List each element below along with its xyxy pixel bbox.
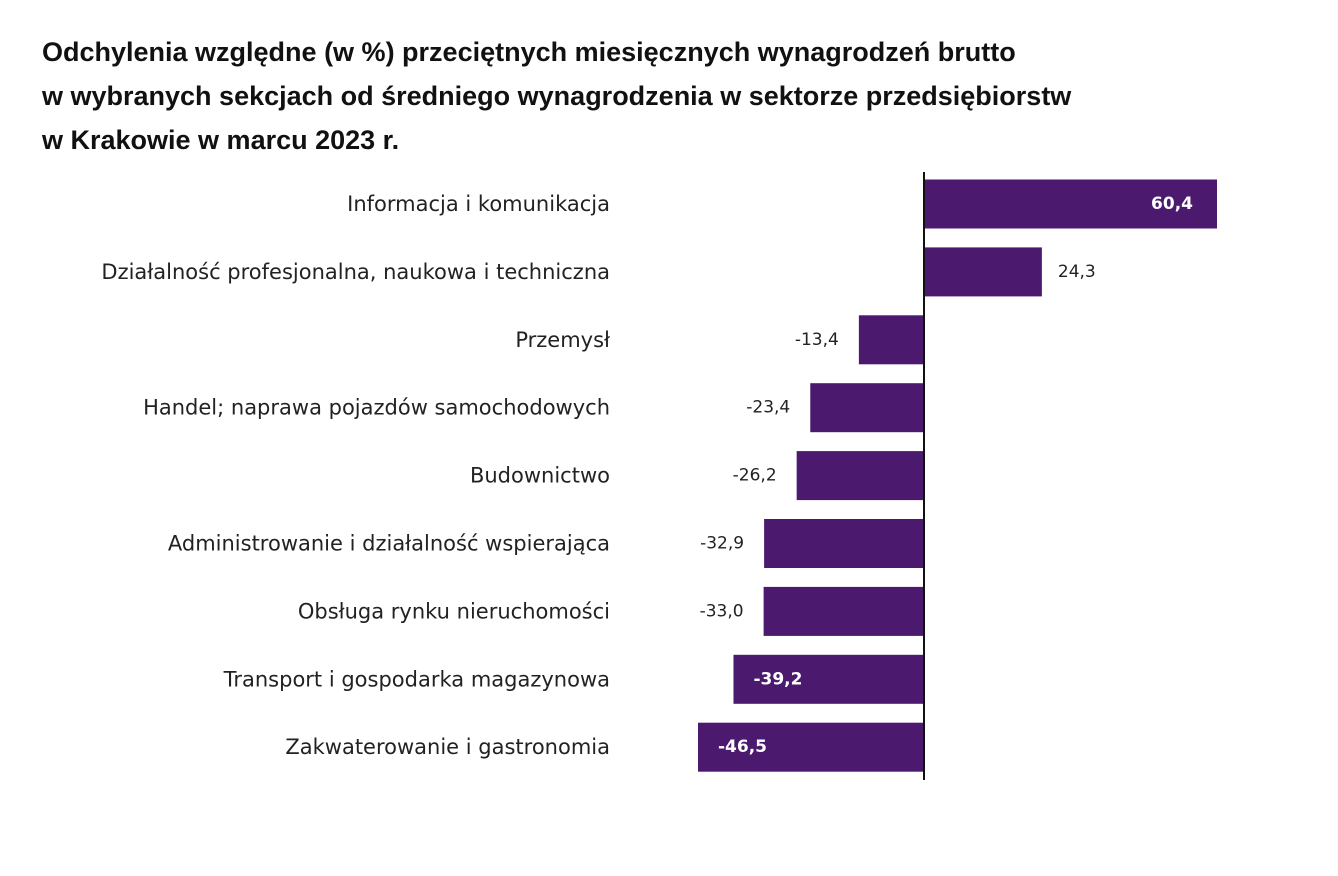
category-label: Przemysł [515,328,610,352]
bar [698,722,924,772]
value-labels-layer: 60,4 24,3 -13,4 -23,4 -26,2 -32,9 -33,0 -39,2 -4… [700,194,1194,757]
chart-title-line-3: w Krakowie w marcu 2023 r. [42,125,400,155]
bar [763,586,924,636]
category-label: Obsługa rynku nieruchomości [298,599,610,623]
value-label: -39,2 [753,669,802,689]
category-label: Działalność profesjonalna, naukowa i tec… [101,260,610,284]
value-label: 60,4 [1151,194,1193,214]
value-label: -13,4 [795,330,839,350]
bar [764,519,924,568]
bar [924,247,1042,297]
category-label: Handel; naprawa pojazdów samochodowych [143,396,610,420]
bar [924,179,1217,229]
bar [858,315,924,365]
category-label: Administrowanie i działalność wspierając… [168,532,610,556]
category-label: Transport i gospodarka magazynowa [223,667,610,691]
bar [796,451,924,501]
chart-title-line-2: w wybranych sekcjach od średniego wynagr… [42,81,1072,111]
value-label: -23,4 [746,398,790,418]
value-label: -26,2 [733,466,777,486]
bar [810,383,924,433]
value-label: 24,3 [1058,262,1096,282]
bars-layer [698,179,1217,772]
bar [733,654,924,704]
value-label: -46,5 [718,737,767,757]
category-label: Zakwaterowanie i gastronomia [285,735,610,759]
chart-title: Odchylenia względne (w %) przeciętnych m… [42,30,1302,162]
value-label: -32,9 [700,534,744,554]
category-label: Budownictwo [470,464,610,488]
chart-title-line-1: Odchylenia względne (w %) przeciętnych m… [42,37,1016,67]
category-labels-layer: Informacja i komunikacja Działalność prof… [101,192,610,759]
value-label: -33,0 [700,601,744,621]
category-label: Informacja i komunikacja [347,192,610,216]
